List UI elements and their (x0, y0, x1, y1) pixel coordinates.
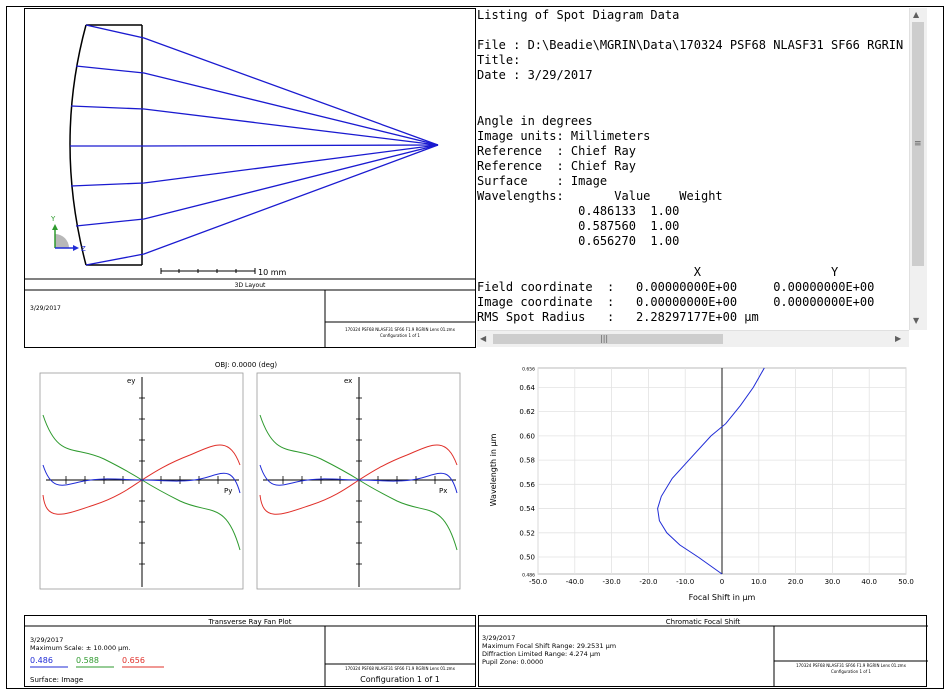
y-tick-label: 0.60 (519, 432, 535, 440)
y-tick-label: 0.52 (519, 529, 535, 537)
listing-line: Angle in degrees (477, 113, 593, 128)
x-tick-label: -50.0 (529, 578, 547, 586)
ex-fan-plot: ex Px (256, 372, 461, 590)
ray-trace (70, 24, 439, 266)
listing-line: Reference : Chief Ray (477, 158, 636, 173)
listing-line: File : D:\Beadie\MGRIN\Data\170324 PSF68… (477, 38, 904, 53)
x-tick-label: 10.0 (751, 578, 767, 586)
x-tick-label: 0 (720, 578, 724, 586)
py-axis-label: Py (224, 487, 232, 495)
y-tick-label: 0.58 (519, 457, 535, 465)
vertical-scroll-thumb[interactable] (912, 22, 924, 266)
y-tick-label: 0.656 (522, 367, 535, 373)
spot-diagram-listing[interactable]: Listing of Spot Diagram Data File : D:\Be… (477, 8, 905, 330)
thumb-grip-icon: ||| (600, 334, 609, 343)
listing-line: Listing of Spot Diagram Data (477, 8, 680, 22)
chart-tick-labels: -50.0 -40.0 -30.0 -20.0 -10.0 0 10.0 20.0 30.0 40… (519, 367, 913, 587)
x-tick-label: -10.0 (676, 578, 694, 586)
chart-grid (537, 367, 907, 575)
listing-line (477, 83, 905, 98)
x-tick-label: 20.0 (788, 578, 804, 586)
y-tick-label: 0.56 (519, 481, 535, 489)
chromatic-date: 3/29/2017 (482, 634, 515, 642)
layout-3d-panel: Y Z 10 mm 3D Layout 3/29/2017 170324 PSF… (24, 8, 476, 348)
x-tick-label: -20.0 (639, 578, 657, 586)
x-axis-label: Focal Shift in µm (689, 593, 756, 602)
x-tick-label: -40.0 (566, 578, 584, 586)
scroll-up-icon[interactable]: ▲ (913, 10, 920, 19)
layout-3d-date: 3/29/2017 (30, 305, 61, 312)
x-tick-label: 30.0 (825, 578, 841, 586)
listing-line: X Y (477, 264, 839, 279)
listing-line: RMS Spot Radius : 2.28297177E+00 µm (477, 309, 759, 324)
listing-line: 0.486133 1.00 (477, 204, 680, 219)
scroll-left-icon[interactable]: ◀ (480, 334, 487, 343)
listing-line (477, 23, 905, 38)
ray-fan-title: Transverse Ray Fan Plot (208, 618, 292, 626)
ray-fan-surface: Surface: Image (30, 676, 83, 684)
chromatic-max-shift: Maximum Focal Shift Range: 29.2531 µm (482, 642, 616, 650)
ray-fan-date: 3/29/2017 (30, 636, 63, 644)
y-tick-label: 0.64 (519, 384, 535, 392)
scroll-right-icon[interactable]: ▶ (895, 334, 902, 343)
y-axis-label: Wavelength in µm (489, 433, 498, 506)
listing-line (477, 99, 905, 114)
listing-line: Date : 3/29/2017 (477, 68, 593, 83)
listing-line: Wavelengths: Value Weight (477, 189, 723, 204)
ray-fan-plot: OBJ: 0.0000 (deg) ey Py ex Px (39, 361, 461, 590)
horizontal-scroll-thumb[interactable] (493, 334, 723, 344)
chromatic-title: Chromatic Focal Shift (666, 618, 741, 626)
ey-axis-label: ey (127, 377, 135, 385)
focal-shift-curve (657, 367, 765, 575)
listing-line: Image units: Millimeters (477, 128, 651, 143)
ray-fan-max-scale: Maximum Scale: ± 10.000 µm. (30, 644, 131, 652)
x-tick-label: 40.0 (861, 578, 877, 586)
y-tick-label: 0.54 (519, 505, 535, 513)
scale-bar (160, 268, 256, 274)
x-tick-label: 50.0 (898, 578, 914, 586)
thumb-grip-icon: ≡ (914, 139, 922, 149)
listing-line: Field coordinate : 0.00000000E+00 0.0000… (477, 279, 875, 294)
wavelength-3-label: 0.656 (122, 656, 145, 665)
axis-y-label: Y (50, 215, 56, 223)
chromatic-config: Configuration 1 of 1 (831, 669, 871, 674)
listing-line: 0.587560 1.00 (477, 219, 680, 234)
px-axis-label: Px (439, 487, 447, 495)
y-tick-label: 0.50 (519, 554, 535, 562)
ray-fan-config: Configuration 1 of 1 (360, 675, 440, 684)
ray-fan-file: 170324 PSF68 NLASF31 SF66 F1.9 RGRIN Len… (345, 666, 456, 671)
listing-horizontal-scrollbar[interactable]: ◀ ||| ▶ (477, 330, 909, 347)
ray-fan-footer: Transverse Ray Fan Plot 3/29/2017 Maximu… (24, 615, 476, 687)
ex-axis-label: ex (344, 377, 352, 385)
listing-line: Title: (477, 53, 521, 68)
obj-field-label: OBJ: 0.0000 (deg) (215, 361, 278, 369)
y-tick-label: 0.62 (519, 408, 535, 416)
listing-line: Surface : Image (477, 174, 608, 189)
chromatic-file: 170324 PSF68 NLASF31 SF66 F1.9 RGRIN Len… (796, 663, 907, 668)
ey-fan-plot: ey Py (39, 372, 244, 590)
wavelength-1-label: 0.486 (30, 656, 53, 665)
scale-bar-label: 10 mm (258, 268, 287, 277)
layout-3d-title: 3D Layout (235, 282, 266, 289)
scroll-down-icon[interactable]: ▼ (913, 316, 920, 325)
wavelength-2-label: 0.588 (76, 656, 99, 665)
listing-line (477, 250, 905, 265)
listing-line: 0.656270 1.00 (477, 234, 680, 249)
coordinate-axes-icon: Y Z (50, 215, 86, 253)
y-tick-label: 0.486 (522, 573, 535, 579)
layout-3d-file: 170324 PSF68 NLASF31 SF66 F1.9 RGRIN Len… (345, 327, 456, 332)
chromatic-footer: Chromatic Focal Shift 3/29/2017 Maximum … (478, 615, 928, 687)
chromatic-diff-limited: Diffraction Limited Range: 4.274 µm (482, 650, 600, 658)
listing-line: Image coordinate : 0.00000000E+00 0.0000… (477, 294, 875, 309)
listing-line: Reference : Chief Ray (477, 143, 636, 158)
chromatic-pupil-zone: Pupil Zone: 0.0000 (482, 658, 543, 666)
x-tick-label: -30.0 (603, 578, 621, 586)
listing-vertical-scrollbar[interactable]: ▲ ≡ ▼ (909, 8, 927, 330)
axis-z-label: Z (81, 245, 86, 253)
chromatic-focal-shift-chart: -50.0 -40.0 -30.0 -20.0 -10.0 0 10.0 20.0 30.0 40… (489, 367, 914, 603)
layout-3d-config: Configuration 1 of 1 (380, 333, 420, 338)
